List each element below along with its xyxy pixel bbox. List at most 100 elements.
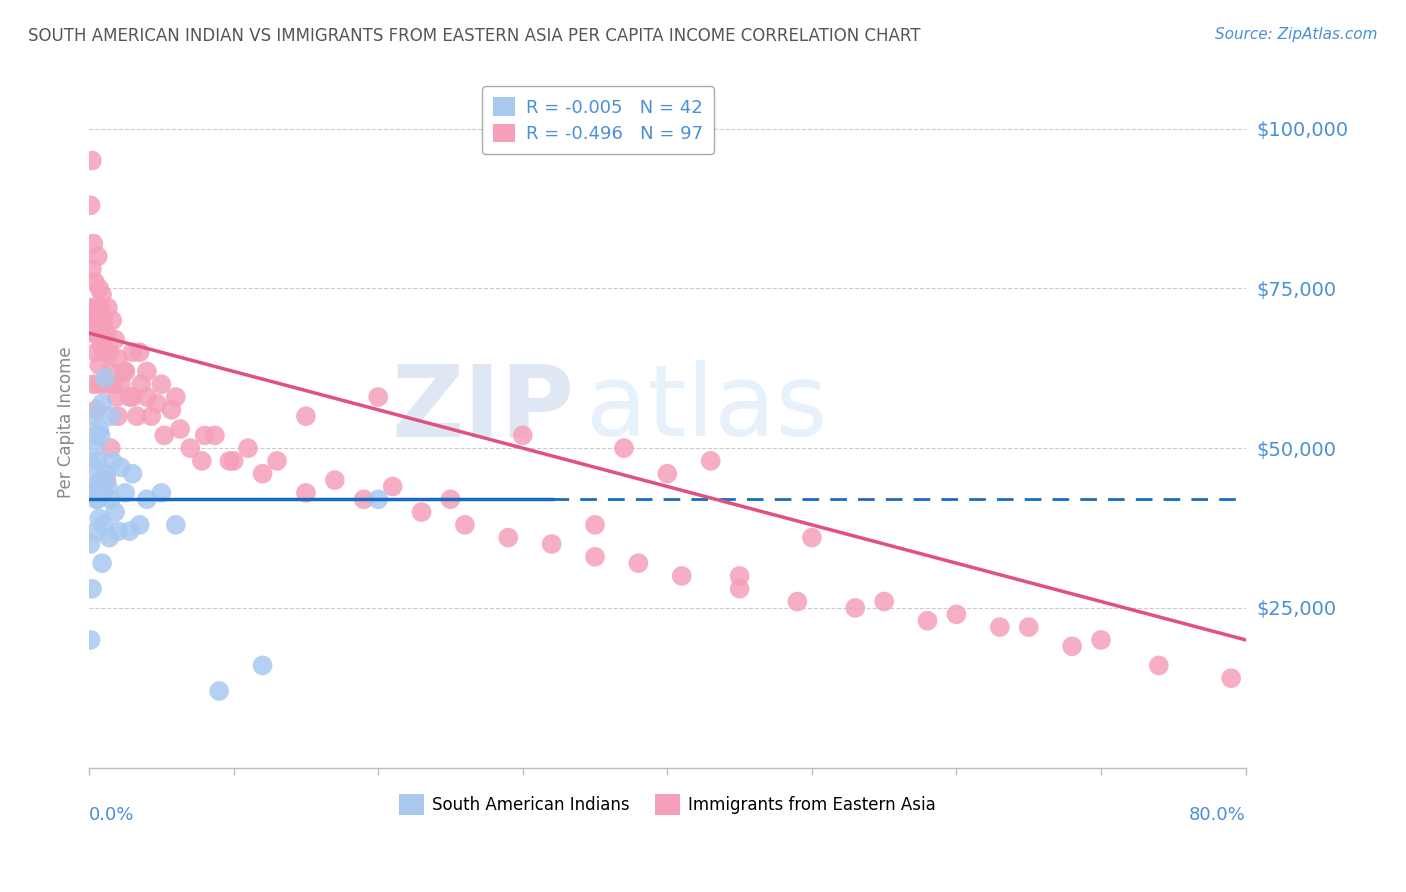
Point xyxy=(110,377,132,392)
Point xyxy=(90,301,112,315)
Point xyxy=(129,377,152,392)
Point xyxy=(90,473,112,487)
Text: SOUTH AMERICAN INDIAN VS IMMIGRANTS FROM EASTERN ASIA PER CAPITA INCOME CORRELAT: SOUTH AMERICAN INDIAN VS IMMIGRANTS FROM… xyxy=(28,27,921,45)
Point xyxy=(83,275,105,289)
Point xyxy=(657,467,679,481)
Point xyxy=(80,262,103,277)
Point xyxy=(121,345,143,359)
Point xyxy=(84,402,107,417)
Point xyxy=(79,198,101,212)
Point xyxy=(91,287,114,301)
Point xyxy=(800,531,823,545)
Point xyxy=(1090,632,1112,647)
Point xyxy=(93,517,115,532)
Point xyxy=(100,492,122,507)
Point xyxy=(671,569,693,583)
Text: 80.0%: 80.0% xyxy=(1189,805,1246,823)
Point xyxy=(873,594,896,608)
Point xyxy=(98,531,121,545)
Point xyxy=(381,479,404,493)
Point xyxy=(150,486,173,500)
Point xyxy=(107,524,129,539)
Point xyxy=(101,313,124,327)
Point xyxy=(613,441,636,455)
Y-axis label: Per Capita Income: Per Capita Income xyxy=(58,347,75,499)
Point xyxy=(93,486,115,500)
Point xyxy=(104,505,127,519)
Point xyxy=(82,313,104,327)
Point xyxy=(165,390,187,404)
Point xyxy=(512,428,534,442)
Point xyxy=(498,531,520,545)
Point xyxy=(125,409,148,424)
Point xyxy=(454,517,477,532)
Point xyxy=(107,351,129,366)
Point xyxy=(439,492,461,507)
Point xyxy=(786,594,808,608)
Point xyxy=(252,658,274,673)
Point xyxy=(583,517,606,532)
Point xyxy=(82,460,104,475)
Point xyxy=(89,511,111,525)
Point xyxy=(93,345,115,359)
Point xyxy=(87,249,110,263)
Point xyxy=(94,377,117,392)
Point xyxy=(153,428,176,442)
Point xyxy=(97,301,120,315)
Point xyxy=(1062,640,1084,654)
Text: atlas: atlas xyxy=(586,360,828,458)
Point xyxy=(83,441,105,455)
Point xyxy=(728,569,751,583)
Point xyxy=(118,524,141,539)
Point xyxy=(97,479,120,493)
Point xyxy=(699,454,721,468)
Point xyxy=(295,486,318,500)
Point xyxy=(79,632,101,647)
Point xyxy=(169,422,191,436)
Point xyxy=(353,492,375,507)
Point xyxy=(83,326,105,340)
Point xyxy=(1147,658,1170,673)
Point xyxy=(82,409,104,424)
Point xyxy=(84,524,107,539)
Point xyxy=(82,236,104,251)
Point xyxy=(90,326,112,340)
Point xyxy=(101,454,124,468)
Point xyxy=(141,409,163,424)
Point xyxy=(114,364,136,378)
Point xyxy=(114,486,136,500)
Point xyxy=(82,377,104,392)
Point xyxy=(236,441,259,455)
Point xyxy=(194,428,217,442)
Point xyxy=(96,467,118,481)
Point xyxy=(100,409,122,424)
Point xyxy=(160,402,183,417)
Point xyxy=(83,486,105,500)
Point xyxy=(295,409,318,424)
Point xyxy=(89,479,111,493)
Legend: South American Indians, Immigrants from Eastern Asia: South American Indians, Immigrants from … xyxy=(392,788,942,822)
Point xyxy=(89,358,111,372)
Point xyxy=(218,454,240,468)
Point xyxy=(367,390,389,404)
Point xyxy=(91,556,114,570)
Point xyxy=(1220,671,1243,685)
Point xyxy=(266,454,288,468)
Point xyxy=(204,428,226,442)
Point xyxy=(96,473,118,487)
Point xyxy=(252,467,274,481)
Point xyxy=(89,422,111,436)
Point xyxy=(110,460,132,475)
Point xyxy=(844,601,866,615)
Point xyxy=(128,345,150,359)
Point xyxy=(84,301,107,315)
Point xyxy=(179,441,201,455)
Point xyxy=(540,537,562,551)
Point xyxy=(135,364,157,378)
Point xyxy=(105,390,128,404)
Point xyxy=(87,492,110,507)
Point xyxy=(146,396,169,410)
Text: Source: ZipAtlas.com: Source: ZipAtlas.com xyxy=(1215,27,1378,42)
Point xyxy=(118,390,141,404)
Text: 0.0%: 0.0% xyxy=(89,805,135,823)
